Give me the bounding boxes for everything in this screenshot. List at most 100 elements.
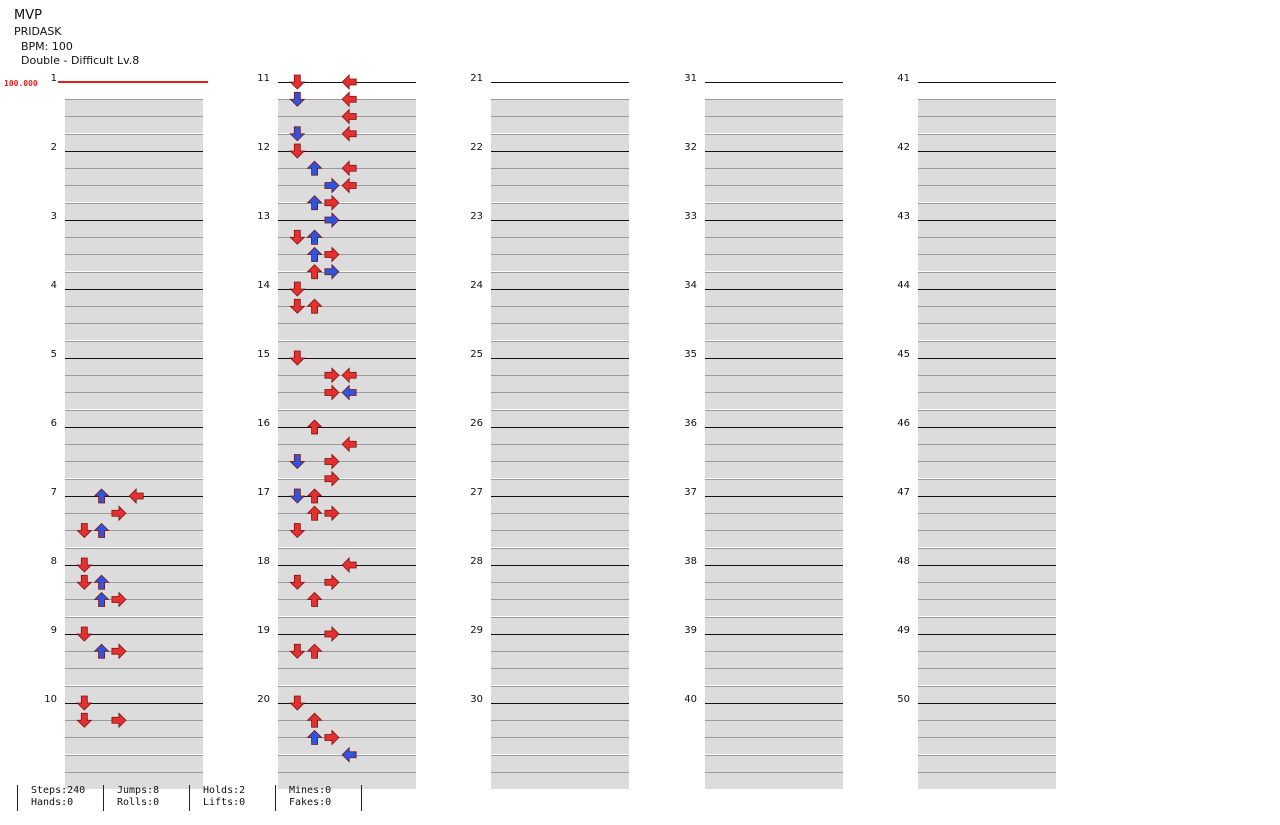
beat-band [65,392,203,410]
measure-number: 43 [897,211,910,222]
beat-band [918,375,1056,392]
note-arrow [306,229,323,245]
beat-band [65,133,203,151]
note-arrow [76,523,93,539]
note-arrow [289,229,306,245]
beat-band [918,409,1056,427]
beat-band [65,737,203,755]
beat-band [918,392,1056,410]
measure-line [278,703,416,704]
beat-band [491,409,629,427]
beat-band [65,754,203,772]
measure-number: 9 [50,625,57,636]
note-arrow [289,281,306,297]
note-arrow [289,454,306,470]
measure-number: 26 [470,418,483,429]
beat-band [705,271,843,289]
measure-line [491,358,629,359]
measure-number: 31 [684,73,697,84]
beat-band [918,99,1056,116]
beat-band [65,202,203,220]
measure-line [278,289,416,290]
measure-line [705,82,843,83]
beat-band [491,392,629,410]
beat-band [705,116,843,134]
measure-number: 1 [50,73,57,84]
beat-band [918,237,1056,254]
note-arrow [289,643,306,659]
note-arrow [111,591,127,608]
note-arrow [324,453,340,470]
beat-band [705,306,843,323]
beat-band [491,582,629,599]
measure-line [65,358,203,359]
beat-band [705,754,843,772]
beat-band [65,771,203,789]
note-arrow [76,574,93,590]
beat-band [491,616,629,634]
measure-number: 10 [44,694,57,705]
beat-band [65,271,203,289]
note-arrow [324,367,340,384]
note-arrow [111,505,127,522]
note-arrow [341,108,357,125]
measure-line [65,565,203,566]
beat-band [705,168,843,185]
beat-band [918,599,1056,617]
note-arrow [341,74,357,90]
beat-band [918,254,1056,272]
note-arrow [341,125,357,142]
measure-number: 20 [257,694,270,705]
beat-band [705,375,843,392]
measure-number: 37 [684,487,697,498]
measure-number: 27 [470,487,483,498]
fakes-count: Fakes:0 [289,797,332,808]
beat-band [65,444,203,461]
measure-number: 49 [897,625,910,636]
measure-number: 12 [257,142,270,153]
beat-band [705,323,843,341]
beat-band [278,323,416,341]
beat-band [705,668,843,686]
measure-number: 33 [684,211,697,222]
measure-line [278,634,416,635]
beat-band [65,461,203,479]
measure-number: 6 [50,418,57,429]
steps-count: Steps:240 [31,785,86,796]
note-arrow [93,591,110,607]
beat-band [278,616,416,634]
measure-line [705,289,843,290]
measure-line [918,289,1056,290]
measure-line [918,82,1056,83]
measure-line [705,358,843,359]
measure-line [491,703,629,704]
song-artist: PRIDASK [14,25,62,38]
measure-number: 14 [257,280,270,291]
beat-band [705,444,843,461]
note-arrow [306,160,323,176]
beat-band [278,668,416,686]
measure-line [705,496,843,497]
beat-band [491,99,629,116]
measure-number: 45 [897,349,910,360]
beat-band [65,254,203,272]
note-arrow [76,695,93,711]
note-arrow [341,746,357,763]
measure-number: 2 [50,142,57,153]
measure-number: 38 [684,556,697,567]
beat-band [705,547,843,565]
beat-band [491,530,629,548]
note-arrow [76,626,93,642]
beat-band [705,720,843,737]
beat-band [918,340,1056,358]
measure-number: 24 [470,280,483,291]
beat-band [65,185,203,203]
holds-count: Holds:2 [203,785,246,796]
beat-band [705,599,843,617]
measure-line [65,703,203,704]
beat-band [65,547,203,565]
beat-band [918,306,1056,323]
measure-line [278,151,416,152]
note-arrow [76,557,93,573]
